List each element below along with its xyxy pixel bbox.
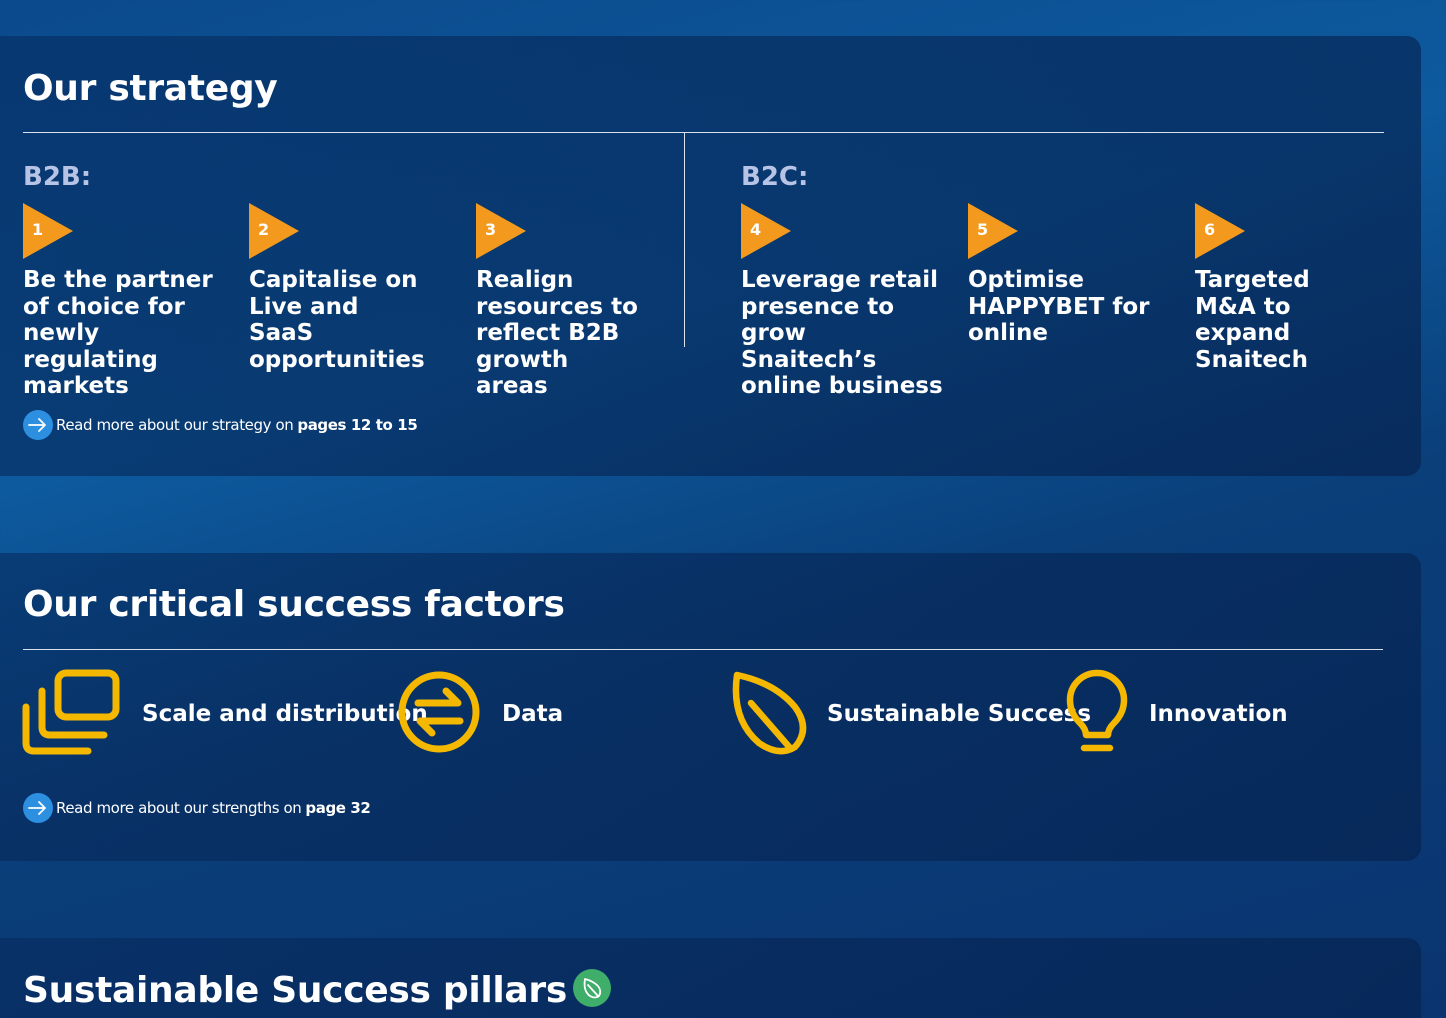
step-text: Realign resources to reflect B2B growth …: [476, 267, 638, 399]
exchange-arrows-icon: [396, 669, 482, 759]
step-number: 4: [750, 220, 762, 239]
play-arrow-icon: 3: [476, 203, 526, 259]
strategy-read-more-link[interactable]: Read more about our strategy on pages 12…: [23, 410, 418, 440]
arrow-right-icon: [23, 793, 53, 823]
read-more-text: Read more about our strategy on: [56, 416, 294, 434]
factor-label: Innovation: [1149, 701, 1288, 727]
b2b-b2c-divider: [684, 133, 685, 347]
factor-innovation: Innovation: [1066, 669, 1288, 759]
pillars-title-text: Sustainable Success pillars: [23, 970, 568, 1011]
strategy-title: Our strategy: [23, 68, 278, 109]
strategy-panel: Our strategy B2B: B2C: 1 Be the partner …: [0, 36, 1421, 476]
stacked-windows-icon: [22, 669, 122, 759]
csf-title: Our critical success factors: [23, 584, 565, 625]
csf-divider: [23, 649, 1383, 650]
lightbulb-icon: [1066, 669, 1128, 759]
strategy-step-6: 6 Targeted M&A to expand Snaitech: [1195, 203, 1395, 373]
factor-label: Sustainable Success: [827, 701, 1092, 727]
step-text: Be the partner of choice for newly regul…: [23, 267, 213, 399]
arrow-right-icon: [23, 410, 53, 440]
step-number: 6: [1204, 220, 1216, 239]
step-text: Capitalise on Live and SaaS opportunitie…: [249, 267, 425, 373]
play-arrow-icon: 4: [741, 203, 791, 259]
factor-label: Scale and distribution: [142, 701, 428, 727]
b2b-label: B2B:: [23, 162, 92, 192]
factor-label: Data: [502, 701, 564, 727]
play-arrow-icon: 1: [23, 203, 73, 259]
strategy-step-5: 5 Optimise HAPPYBET for online: [968, 203, 1168, 347]
step-text: Targeted M&A to expand Snaitech: [1195, 267, 1310, 373]
leaf-badge-icon: [573, 969, 612, 1007]
play-arrow-icon: 6: [1195, 203, 1245, 259]
pillars-title: Sustainable Success pillars: [23, 969, 612, 1011]
play-arrow-icon: 2: [249, 203, 299, 259]
factor-scale-distribution: Scale and distribution: [22, 669, 428, 759]
step-number: 5: [977, 220, 989, 239]
pillars-panel: Sustainable Success pillars: [0, 938, 1421, 1018]
factor-sustainable-success: Sustainable Success: [729, 669, 1091, 759]
strengths-read-more-link[interactable]: Read more about our strengths on page 32: [23, 793, 371, 823]
play-arrow-icon: 5: [968, 203, 1018, 259]
strategy-divider: [23, 132, 1384, 133]
read-more-text: Read more about our strengths on: [56, 799, 302, 817]
step-number: 1: [32, 220, 44, 239]
csf-panel: Our critical success factors Scale and d…: [0, 553, 1421, 861]
read-more-pages: pages 12 to 15: [297, 416, 418, 434]
strategy-step-1: 1 Be the partner of choice for newly reg…: [23, 203, 223, 400]
step-text: Leverage retail presence to grow Snaitec…: [741, 267, 943, 399]
leaf-icon: [729, 669, 809, 759]
factor-data: Data: [396, 669, 563, 759]
strategy-step-3: 3 Realign resources to reflect B2B growt…: [476, 203, 676, 400]
step-text: Optimise HAPPYBET for online: [968, 267, 1150, 346]
step-number: 3: [485, 220, 497, 239]
b2c-label: B2C:: [741, 162, 809, 192]
read-more-pages: page 32: [305, 799, 371, 817]
strategy-step-2: 2 Capitalise on Live and SaaS opportunit…: [249, 203, 449, 373]
strategy-step-4: 4 Leverage retail presence to grow Snait…: [741, 203, 943, 400]
step-number: 2: [258, 220, 270, 239]
